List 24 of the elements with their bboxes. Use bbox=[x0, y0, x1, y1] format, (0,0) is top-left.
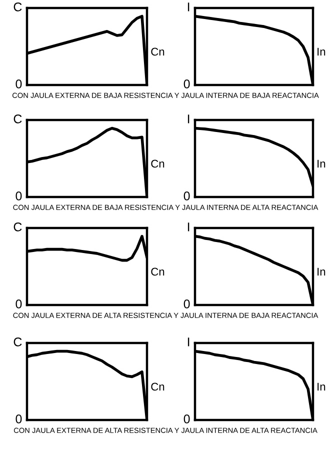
text: Cn bbox=[151, 48, 164, 56]
y-axis-title: C bbox=[14, 114, 22, 124]
text: 0 bbox=[16, 300, 22, 308]
y-axis-title: I bbox=[188, 114, 190, 124]
text: 0 bbox=[184, 414, 190, 424]
y-axis-title: I bbox=[188, 338, 190, 346]
text: In bbox=[318, 48, 326, 56]
text: Cn bbox=[151, 160, 164, 168]
text: Cn bbox=[151, 382, 164, 391]
text: 0 bbox=[184, 192, 190, 200]
y-axis-title: C bbox=[14, 222, 22, 232]
y-axis-title: I bbox=[188, 2, 190, 12]
text: In bbox=[318, 268, 326, 276]
text: 0 bbox=[184, 300, 190, 308]
text: Cn bbox=[151, 268, 164, 276]
text: 0 bbox=[16, 192, 22, 200]
text: 0 bbox=[184, 80, 190, 88]
y-axis-title: I bbox=[188, 222, 190, 232]
text: In bbox=[318, 160, 326, 168]
text: In bbox=[318, 382, 326, 391]
y-axis-title: C bbox=[14, 2, 22, 12]
text: 0 bbox=[16, 80, 22, 88]
y-axis-title: C bbox=[14, 338, 22, 346]
text: 0 bbox=[16, 414, 22, 424]
